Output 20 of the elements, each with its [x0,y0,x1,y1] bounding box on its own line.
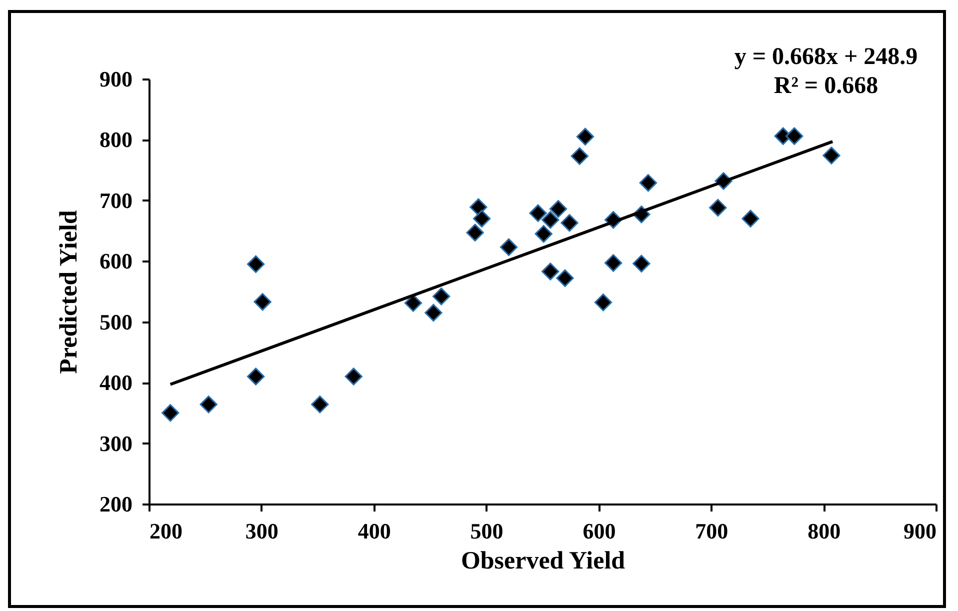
x-tick-label: 200 [150,518,182,544]
y-tick-label: 200 [100,492,132,516]
annotation: R² = 0.668 [774,73,878,99]
y-tick-label: 300 [100,430,132,456]
x-tick-label: 600 [582,518,616,544]
y-tick-label: 600 [100,248,132,274]
y-tick-label: 900 [100,66,132,92]
x-tick-label: 400 [358,518,391,544]
x-axis-title: Observed Yield [460,548,626,574]
text: y = 0.668x + 248.9 [734,44,918,70]
y-tick-label: 400 [100,370,132,396]
x-tick-label: 700 [695,518,728,544]
y-tick-label: 500 [100,309,132,334]
y-tick-label: 800 [100,127,132,152]
x-tick-label: 300 [245,518,278,544]
y-axis-title: Predicted Yield [56,210,82,374]
x-tick-label: 800 [808,518,841,544]
y-tick-label: 700 [100,188,132,213]
x-tick-label: 500 [470,518,504,544]
x-tick-label: 900 [904,518,936,544]
